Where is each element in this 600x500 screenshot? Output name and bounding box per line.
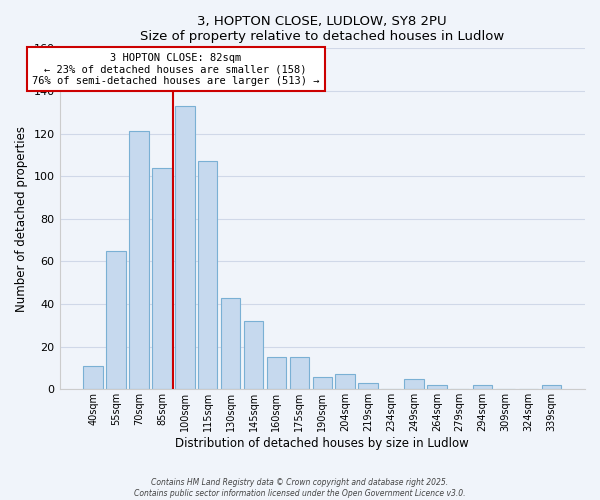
Bar bbox=[313, 376, 332, 390]
Bar bbox=[221, 298, 241, 390]
Bar bbox=[473, 385, 493, 390]
Bar bbox=[427, 385, 446, 390]
X-axis label: Distribution of detached houses by size in Ludlow: Distribution of detached houses by size … bbox=[175, 437, 469, 450]
Bar bbox=[152, 168, 172, 390]
Bar bbox=[335, 374, 355, 390]
Bar bbox=[198, 162, 217, 390]
Bar bbox=[404, 378, 424, 390]
Bar bbox=[542, 385, 561, 390]
Title: 3, HOPTON CLOSE, LUDLOW, SY8 2PU
Size of property relative to detached houses in: 3, HOPTON CLOSE, LUDLOW, SY8 2PU Size of… bbox=[140, 15, 505, 43]
Bar bbox=[244, 321, 263, 390]
Text: 3 HOPTON CLOSE: 82sqm
← 23% of detached houses are smaller (158)
76% of semi-det: 3 HOPTON CLOSE: 82sqm ← 23% of detached … bbox=[32, 52, 319, 86]
Bar bbox=[129, 132, 149, 390]
Bar bbox=[106, 251, 126, 390]
Y-axis label: Number of detached properties: Number of detached properties bbox=[15, 126, 28, 312]
Bar bbox=[267, 358, 286, 390]
Bar bbox=[290, 358, 309, 390]
Text: Contains HM Land Registry data © Crown copyright and database right 2025.
Contai: Contains HM Land Registry data © Crown c… bbox=[134, 478, 466, 498]
Bar bbox=[83, 366, 103, 390]
Bar bbox=[175, 106, 194, 390]
Bar bbox=[358, 383, 378, 390]
